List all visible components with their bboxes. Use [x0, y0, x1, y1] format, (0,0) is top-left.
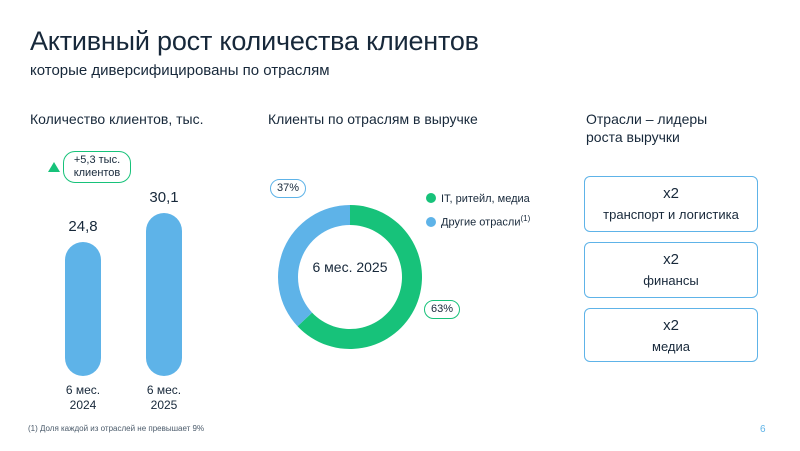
donut-slice-2: [278, 205, 350, 327]
donut-slice-1: [297, 205, 422, 349]
donut-center-label: 6 мес. 2025: [312, 259, 388, 275]
bar-1: [65, 242, 101, 376]
bar-chart-title: Количество клиентов, тыс.: [30, 111, 204, 127]
donut-chart-title: Клиенты по отраслям в выручке: [268, 111, 478, 127]
bar-category-label: 6 мес. 2024: [65, 383, 101, 412]
donut-chart: [278, 205, 422, 349]
card-multiplier: x2: [663, 251, 679, 268]
legend-item-it: IT, ритейл, медиа: [426, 193, 530, 205]
bar-category-label: 6 мес. 2025: [146, 383, 182, 412]
card-industry-name: финансы: [643, 273, 699, 288]
growth-arrow-icon: [48, 162, 60, 172]
footnote: (1) Доля каждой из отраслей не превышает…: [28, 424, 205, 433]
bar-2: [146, 213, 182, 376]
legend-item-other: Другие отрасли(1): [426, 214, 530, 229]
bar-value-label: 30,1: [149, 189, 179, 207]
industry-card-media: x2 медиа: [584, 308, 758, 362]
growth-badge-line1: +5,3 тыс.: [73, 154, 121, 166]
growth-badge-line2: клиентов: [73, 167, 121, 179]
it-share-label: 63%: [424, 300, 460, 319]
page-title: Активный рост количества клиентов: [30, 26, 479, 56]
industry-card-transport: x2 транспорт и логистика: [584, 176, 758, 232]
legend-green-dot-icon: [426, 193, 436, 203]
leaders-title-line2: роста выручки: [586, 129, 680, 145]
legend-footnote-mark: (1): [520, 214, 531, 223]
industry-card-finance: x2 финансы: [584, 242, 758, 298]
legend-label-other: Другие отрасли: [441, 216, 521, 229]
legend-label-it: IT, ритейл, медиа: [441, 193, 530, 205]
other-share-label: 37%: [270, 179, 306, 198]
page-number: 6: [760, 424, 766, 435]
legend-blue-dot-icon: [426, 216, 436, 227]
card-industry-name: медиа: [652, 339, 690, 354]
card-industry-name: транспорт и логистика: [603, 207, 739, 222]
bar-value-label: 24,8: [68, 218, 98, 236]
leaders-title: Отрасли – лидеры роста выручки: [586, 110, 707, 146]
card-multiplier: x2: [663, 317, 679, 334]
card-multiplier: x2: [663, 185, 679, 202]
page-subtitle: которые диверсифицированы по отраслям: [30, 62, 330, 79]
leaders-title-line1: Отрасли – лидеры: [586, 111, 708, 127]
growth-badge: +5,3 тыс. клиентов: [63, 151, 131, 183]
